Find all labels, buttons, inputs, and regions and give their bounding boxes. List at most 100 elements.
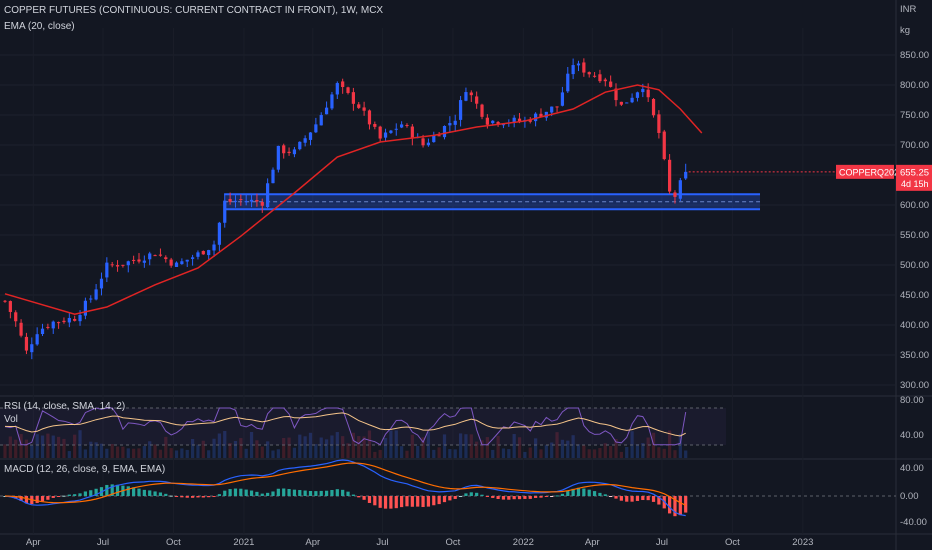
macd-histogram-bar bbox=[437, 496, 441, 505]
volume-bar bbox=[121, 446, 125, 458]
candle-body bbox=[587, 72, 591, 75]
time-tick-label: Jul bbox=[376, 537, 388, 548]
volume-bar bbox=[405, 450, 409, 458]
candle-body bbox=[142, 260, 146, 263]
volume-bar bbox=[619, 451, 623, 458]
candle-body bbox=[169, 259, 173, 266]
volume-bar bbox=[8, 436, 12, 458]
macd-histogram-bar bbox=[539, 496, 543, 498]
candle-body bbox=[362, 107, 366, 111]
price-tick-label: 850.00 bbox=[900, 50, 929, 61]
volume-bar bbox=[464, 434, 468, 458]
volume-bar bbox=[442, 434, 447, 458]
volume-bar bbox=[260, 446, 264, 458]
volume-bar bbox=[362, 436, 366, 458]
macd-histogram-bar bbox=[625, 496, 629, 502]
support-zone[interactable] bbox=[224, 193, 761, 211]
volume-bar bbox=[496, 435, 500, 458]
volume-bar bbox=[432, 449, 436, 458]
candle-body bbox=[190, 257, 195, 259]
macd-histogram-bar bbox=[609, 496, 613, 497]
macd-histogram-bar bbox=[678, 496, 682, 516]
macd-histogram-bar bbox=[571, 488, 575, 496]
candle-body bbox=[158, 254, 163, 256]
candle-body bbox=[668, 159, 672, 192]
candle-body bbox=[126, 261, 130, 266]
volume-bar bbox=[169, 448, 173, 458]
volume-bar bbox=[298, 434, 302, 458]
volume-bar bbox=[678, 433, 682, 458]
candle-body bbox=[164, 257, 168, 260]
volume-bar bbox=[40, 435, 45, 458]
volume-bar bbox=[351, 432, 355, 458]
volume-bar bbox=[19, 434, 23, 458]
volume-bar bbox=[657, 447, 661, 458]
volume-bar bbox=[89, 441, 93, 458]
candle-body bbox=[8, 301, 12, 312]
volume-bar bbox=[609, 446, 613, 458]
volume-bar bbox=[416, 445, 420, 458]
candle-body bbox=[614, 88, 618, 101]
volume-bar bbox=[512, 434, 516, 458]
macd-histogram-bar bbox=[174, 496, 179, 497]
candle-body bbox=[635, 92, 640, 98]
volume-bar bbox=[62, 438, 66, 458]
ema-legend[interactable]: EMA (20, close) bbox=[4, 21, 75, 32]
volume-bar bbox=[303, 436, 307, 458]
candle-body bbox=[244, 201, 248, 203]
volume-bar bbox=[635, 444, 640, 458]
candle-body bbox=[592, 75, 597, 77]
macd-histogram-bar bbox=[528, 496, 532, 499]
volume-bar bbox=[491, 449, 495, 458]
volume-bar bbox=[83, 449, 88, 458]
candle-body bbox=[308, 132, 313, 140]
candle-body bbox=[201, 251, 205, 255]
time-tick-label: Oct bbox=[166, 537, 181, 548]
macd-legend[interactable]: MACD (12, 26, close, 9, EMA, EMA) bbox=[4, 464, 166, 475]
volume-bar bbox=[346, 443, 350, 458]
macd-histogram-bar bbox=[217, 494, 221, 496]
macd-histogram-bar bbox=[421, 496, 425, 508]
volume-bar bbox=[126, 448, 130, 458]
macd-histogram-bar bbox=[89, 490, 93, 496]
macd-histogram-bar bbox=[148, 490, 152, 496]
candle-body bbox=[539, 113, 543, 117]
macd-histogram-bar bbox=[651, 496, 656, 502]
volume-bars bbox=[3, 430, 688, 458]
volume-bar bbox=[3, 444, 7, 458]
candle-body bbox=[35, 334, 39, 345]
macd-histogram-bar bbox=[314, 491, 318, 496]
volume-bar bbox=[137, 448, 141, 458]
candle-body bbox=[24, 336, 29, 351]
macd-histogram-bar bbox=[24, 496, 29, 504]
price-tag: 655.25 bbox=[900, 167, 929, 178]
macd-histogram-bar bbox=[185, 496, 189, 498]
symbol-tag-bg bbox=[836, 164, 894, 179]
candle-body bbox=[684, 171, 688, 179]
macd-histogram-bar bbox=[180, 496, 184, 498]
unit-label: kg bbox=[900, 25, 910, 36]
candle-body bbox=[335, 83, 339, 95]
candle-body bbox=[603, 79, 607, 82]
candle-body bbox=[115, 265, 120, 267]
price-tick-label: 700.00 bbox=[900, 140, 929, 151]
candle-body bbox=[367, 110, 372, 125]
macd-histogram-bar bbox=[207, 496, 211, 498]
volume-bar bbox=[560, 439, 565, 458]
price-tick-label: 600.00 bbox=[900, 200, 929, 211]
candle-body bbox=[73, 318, 77, 321]
rsi-legend[interactable]: RSI (14, close, SMA, 14, 2) bbox=[4, 401, 126, 412]
candle-body bbox=[314, 124, 318, 133]
candle-body bbox=[394, 128, 398, 130]
grid-lines bbox=[0, 28, 896, 534]
rsi-ma-line bbox=[4, 412, 686, 437]
vol-legend[interactable]: Vol bbox=[4, 414, 18, 425]
macd-histogram-bar bbox=[223, 490, 227, 496]
macd-histogram-bar bbox=[110, 484, 114, 496]
macd-histogram-bar bbox=[126, 486, 130, 496]
candle-body bbox=[185, 259, 189, 262]
volume-bar bbox=[180, 448, 184, 458]
candle-body bbox=[51, 321, 55, 329]
volume-bar bbox=[148, 441, 152, 458]
